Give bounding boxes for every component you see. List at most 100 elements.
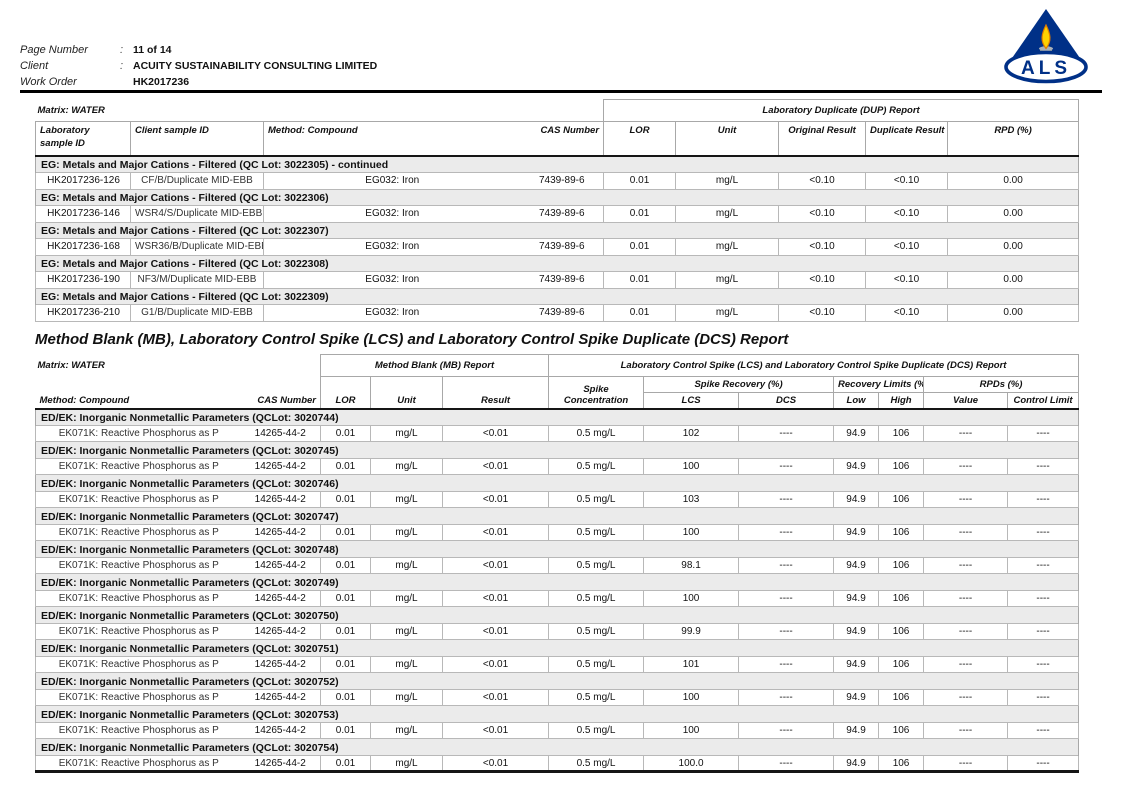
spike-concentration-cell: 0.5 mg/L — [548, 689, 645, 706]
rpd-cell: 0.00 — [947, 237, 1080, 256]
value-cell: ---- — [923, 524, 1009, 541]
qc-lot-section-row: ED/EK: Inorganic Nonmetallic Parameters … — [34, 507, 1080, 525]
col-dcs: DCS — [738, 391, 835, 409]
qc-lot-section-row: ED/EK: Inorganic Nonmetallic Parameters … — [34, 639, 1080, 657]
duplicate-result-cell: <0.10 — [865, 270, 949, 289]
low-cell: 94.9 — [833, 557, 880, 574]
dcs-cell: ---- — [738, 425, 835, 442]
cas-number-cell: 7439-89-6 — [520, 270, 605, 289]
table-row: EK071K: Reactive Phosphorus as P 14265-4… — [35, 491, 1080, 508]
lcs-cell: 99.9 — [643, 623, 740, 640]
cas-number-cell: 7439-89-6 — [520, 237, 605, 256]
als-logo: ALS — [1002, 8, 1090, 93]
unit-cell: mg/L — [675, 270, 780, 289]
dcs-cell: ---- — [738, 524, 835, 541]
mb-table: Matrix: WATER Method Blank (MB) Report L… — [34, 353, 1080, 773]
cas-number-cell: 14265-44-2 — [240, 590, 321, 607]
qc-lot-section-title: EG: Metals and Major Cations - Filtered … — [34, 222, 1080, 238]
col-method-compound: Method: Compound — [263, 121, 521, 156]
lcs-cell: 100 — [643, 722, 740, 739]
unit-cell: mg/L — [370, 425, 443, 442]
header-field-value: 11 of 14 — [133, 44, 172, 56]
spike-concentration-cell: 0.5 mg/L — [548, 623, 645, 640]
client-sample-id-cell: CF/B/Duplicate MID-EBB — [130, 171, 264, 190]
col-low: Low — [833, 391, 880, 409]
qc-lot-section-title: EG: Metals and Major Cations - Filtered … — [34, 155, 1080, 172]
original-result-cell: <0.10 — [778, 237, 867, 256]
cas-number-cell: 14265-44-2 — [240, 755, 321, 772]
control-limit-cell: ---- — [1007, 590, 1080, 607]
page-header: Page Number : 11 of 14 Client : ACUITY S… — [20, 8, 1102, 88]
lab-sample-id-cell: HK2017236-190 — [35, 270, 131, 289]
lcs-cell: 100 — [643, 458, 740, 475]
mb-table-body: ED/EK: Inorganic Nonmetallic Parameters … — [34, 408, 1080, 772]
compound-cell: EK071K: Reactive Phosphorus as P — [35, 590, 241, 607]
cas-number-cell: 14265-44-2 — [240, 458, 321, 475]
dcs-cell: ---- — [738, 590, 835, 607]
unit-cell: mg/L — [370, 722, 443, 739]
rpd-cell: 0.00 — [947, 171, 1080, 190]
unit-cell: mg/L — [370, 689, 443, 706]
qc-lot-section-title: ED/EK: Inorganic Nonmetallic Parameters … — [34, 507, 1080, 525]
col-group-spike-recovery: Spike Recovery (%) — [643, 375, 835, 393]
qc-lot-section-title: ED/EK: Inorganic Nonmetallic Parameters … — [34, 441, 1080, 459]
value-cell: ---- — [923, 722, 1009, 739]
dup-span-header: Laboratory Duplicate (DUP) Report — [603, 99, 1080, 122]
value-cell: ---- — [923, 458, 1009, 475]
qc-lot-section-row: EG: Metals and Major Cations - Filtered … — [34, 189, 1080, 205]
compound-cell: EG032: Iron — [263, 171, 521, 190]
duplicate-result-cell: <0.10 — [865, 237, 949, 256]
unit-cell: mg/L — [370, 623, 443, 640]
spike-concentration-cell: 0.5 mg/L — [548, 590, 645, 607]
result-cell: <0.01 — [441, 689, 550, 706]
col-group-rpds: RPDs (%) — [923, 375, 1080, 393]
compound-cell: EK071K: Reactive Phosphorus as P — [35, 425, 241, 442]
spike-concentration-cell: 0.5 mg/L — [548, 425, 645, 442]
qc-lot-section-title: ED/EK: Inorganic Nonmetallic Parameters … — [34, 705, 1080, 723]
spike-concentration-cell: 0.5 mg/L — [548, 755, 645, 772]
control-limit-cell: ---- — [1007, 458, 1080, 475]
compound-cell: EG032: Iron — [263, 204, 521, 223]
unit-cell: mg/L — [370, 557, 443, 574]
qc-lot-section-title: ED/EK: Inorganic Nonmetallic Parameters … — [34, 672, 1080, 690]
qc-lot-section-title: ED/EK: Inorganic Nonmetallic Parameters … — [34, 540, 1080, 558]
table-row: EK071K: Reactive Phosphorus as P 14265-4… — [35, 557, 1080, 574]
compound-cell: EK071K: Reactive Phosphorus as P — [35, 656, 241, 673]
col-unit: Unit — [675, 121, 780, 156]
low-cell: 94.9 — [833, 524, 880, 541]
header-field-separator: : — [120, 60, 124, 72]
table-row: EK071K: Reactive Phosphorus as P 14265-4… — [35, 425, 1080, 442]
high-cell: 106 — [878, 524, 925, 541]
result-cell: <0.01 — [441, 623, 550, 640]
col-lor: LOR — [320, 375, 371, 409]
table-row: EK071K: Reactive Phosphorus as P 14265-4… — [35, 590, 1080, 607]
lcs-cell: 102 — [643, 425, 740, 442]
lor-cell: 0.01 — [320, 425, 371, 442]
lor-cell: 0.01 — [320, 755, 371, 772]
value-cell: ---- — [923, 656, 1009, 673]
spike-concentration-cell: 0.5 mg/L — [548, 458, 645, 475]
cas-number-cell: 14265-44-2 — [240, 524, 321, 541]
lor-cell: 0.01 — [603, 303, 677, 322]
table-row: HK2017236-210 G1/B/Duplicate MID-EBB EG0… — [35, 303, 1080, 322]
result-cell: <0.01 — [441, 491, 550, 508]
cas-number-cell: 14265-44-2 — [240, 656, 321, 673]
cas-number-cell: 14265-44-2 — [240, 557, 321, 574]
value-cell: ---- — [923, 557, 1009, 574]
compound-cell: EK071K: Reactive Phosphorus as P — [35, 689, 241, 706]
dcs-cell: ---- — [738, 557, 835, 574]
col-lab-sample-id: Laboratory sample ID — [35, 121, 131, 156]
header-field-separator — [120, 74, 133, 90]
lab-sample-id-cell: HK2017236-168 — [35, 237, 131, 256]
spike-concentration-cell: 0.5 mg/L — [548, 557, 645, 574]
dup-table-body: EG: Metals and Major Cations - Filtered … — [34, 155, 1080, 322]
lor-cell: 0.01 — [320, 458, 371, 475]
control-limit-cell: ---- — [1007, 524, 1080, 541]
unit-cell: mg/L — [675, 237, 780, 256]
col-cas-number: CAS Number — [520, 121, 605, 156]
dcs-cell: ---- — [738, 656, 835, 673]
client-sample-id-cell: WSR36/B/Duplicate MID-EBB — [130, 237, 264, 256]
table-row: EK071K: Reactive Phosphorus as P 14265-4… — [35, 623, 1080, 640]
lor-cell: 0.01 — [320, 524, 371, 541]
